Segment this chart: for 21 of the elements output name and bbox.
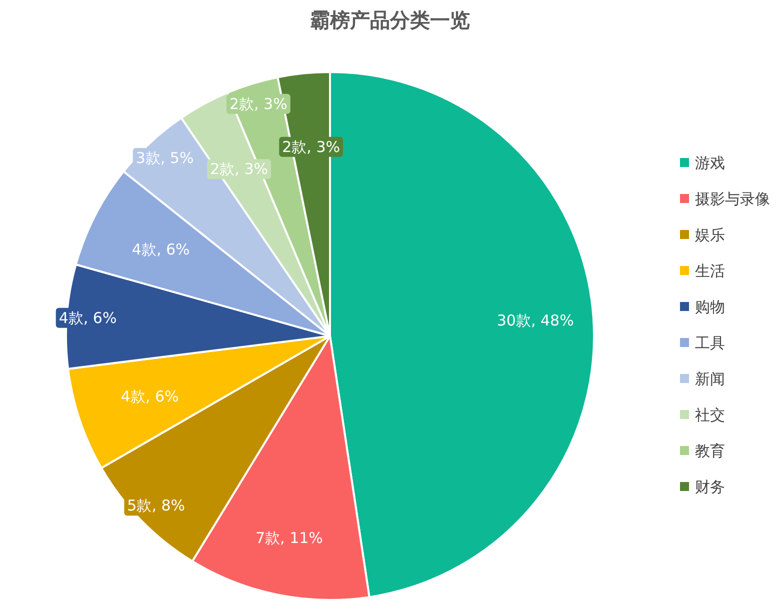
data-label: 2款, 3% <box>229 94 288 113</box>
data-label: 2款, 3% <box>282 138 340 156</box>
legend-label: 新闻 <box>695 370 725 388</box>
data-label: 4款, 6% <box>58 308 117 327</box>
legend-label: 教育 <box>695 442 725 460</box>
chart-title: 霸榜产品分类一览 <box>310 8 470 32</box>
data-label: 4款, 6% <box>132 240 190 258</box>
data-label: 2款, 3% <box>210 160 268 178</box>
legend-label: 游戏 <box>695 154 725 172</box>
legend-label: 财务 <box>695 478 725 496</box>
data-label: 5款, 8% <box>127 496 186 515</box>
data-label: 3款, 5% <box>136 148 194 167</box>
data-label: 7款, 11% <box>255 528 323 547</box>
legend-label: 摄影与录像 <box>695 190 770 208</box>
legend-label: 购物 <box>695 298 725 316</box>
legend-label: 社交 <box>695 406 725 424</box>
legend-label: 娱乐 <box>695 226 725 244</box>
legend-label: 工具 <box>695 334 725 352</box>
data-label: 30款, 48% <box>496 312 574 330</box>
legend-label: 生活 <box>695 262 725 280</box>
data-label: 4款, 6% <box>120 388 179 406</box>
